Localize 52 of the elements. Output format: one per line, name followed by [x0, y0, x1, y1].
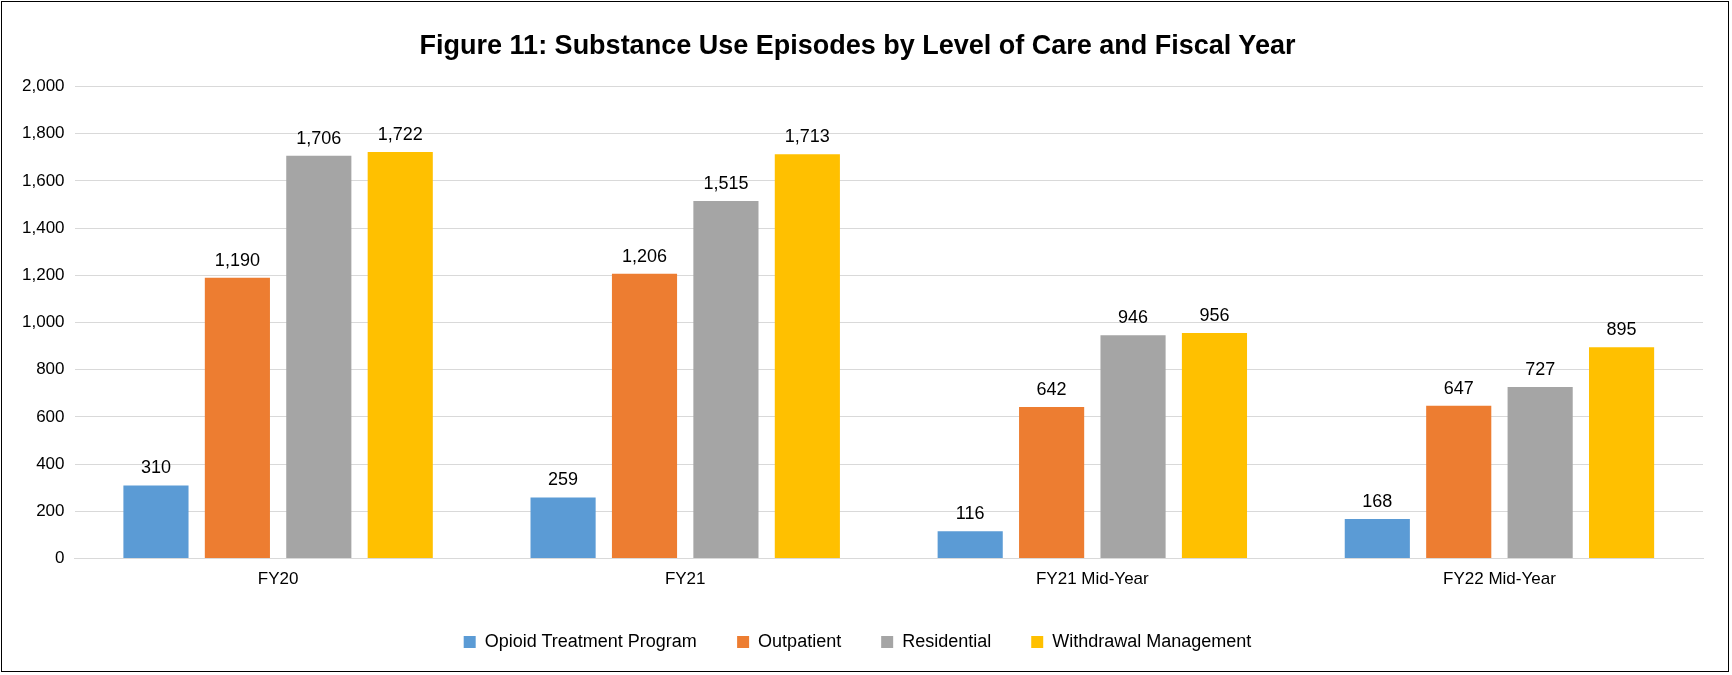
y-tick-label: 600: [36, 406, 65, 426]
data-label: 1,515: [703, 172, 749, 193]
legend-label: Opioid Treatment Program: [484, 630, 697, 651]
y-tick-label: 0: [55, 548, 65, 568]
data-label: 1,713: [784, 126, 830, 147]
bar: [1100, 335, 1166, 559]
bar: [774, 154, 840, 559]
data-label: 1,722: [377, 124, 423, 144]
bar: [1344, 518, 1410, 559]
y-tick-label: 200: [36, 501, 65, 521]
data-label: 956: [1199, 304, 1230, 325]
data-label: 1,206: [621, 245, 668, 266]
x-tick-label: FY21: [664, 569, 706, 589]
y-tick-label: 2,000: [21, 76, 65, 96]
legend-label: Outpatient: [758, 630, 842, 651]
bar: [1019, 407, 1085, 559]
y-tick-label: 1,400: [21, 217, 65, 237]
bar: [204, 277, 270, 559]
bar: [367, 152, 433, 559]
y-tick-label: 400: [36, 453, 65, 473]
data-label: 168: [1362, 490, 1393, 511]
x-tick-label: FY22 Mid-Year: [1443, 569, 1557, 589]
legend-label: Residential: [902, 630, 992, 651]
x-tick-label: FY20: [257, 569, 299, 589]
bar: [1589, 347, 1655, 559]
y-tick-label: 1,800: [21, 123, 65, 143]
y-tick-label: 1,200: [21, 264, 65, 284]
bar: [1426, 405, 1492, 559]
data-label: 1,706: [296, 127, 342, 148]
bar: [286, 155, 352, 559]
data-label: 946: [1118, 307, 1149, 328]
bar: [611, 273, 678, 559]
bar: [1181, 332, 1248, 559]
data-label: 895: [1606, 319, 1637, 340]
data-label: 310: [140, 457, 171, 478]
y-tick-label: 1,600: [21, 170, 65, 190]
bar: [1507, 386, 1573, 559]
x-tick-label: FY21 Mid-Year: [1035, 569, 1150, 589]
bar: [123, 485, 189, 559]
data-label: 727: [1525, 358, 1556, 379]
legend-label: Withdrawal Management: [1052, 630, 1252, 651]
bar: [937, 531, 1003, 559]
data-label: 1,190: [214, 249, 260, 270]
data-label: 116: [955, 503, 985, 524]
y-tick-label: 800: [36, 359, 65, 379]
chart-title: Figure 11: Substance Use Episodes by Level of Care and Fiscal Year: [419, 29, 1296, 60]
data-label: 642: [1036, 378, 1067, 399]
bar: [530, 497, 596, 559]
data-label: 647: [1443, 377, 1474, 398]
y-tick-label: 1,000: [21, 312, 65, 332]
bar: [693, 200, 759, 559]
data-label: 259: [548, 469, 579, 490]
